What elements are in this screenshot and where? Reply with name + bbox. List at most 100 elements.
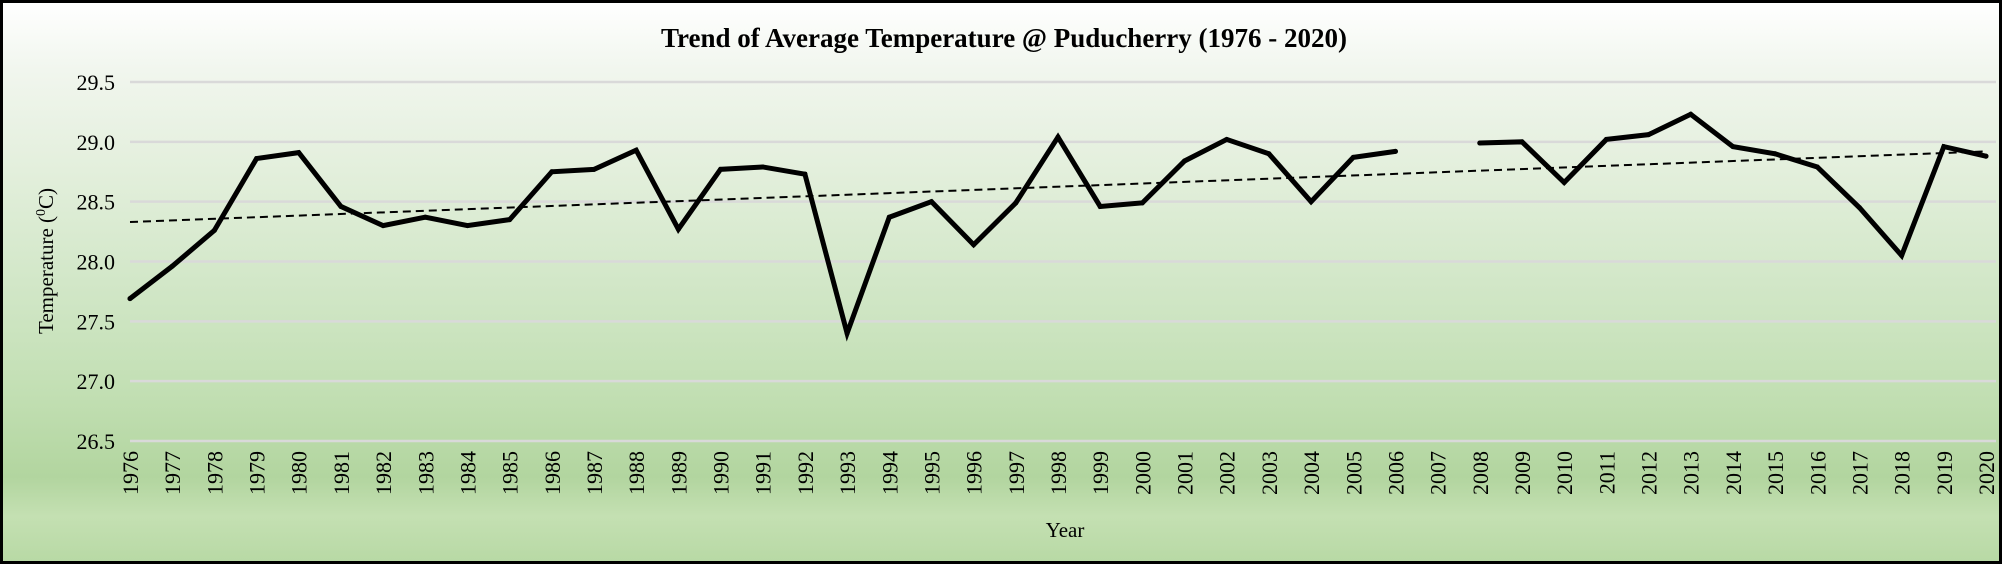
data-point <box>1688 111 1694 117</box>
data-point <box>1224 136 1230 142</box>
x-tick-label: 2010 <box>1552 451 1577 495</box>
data-point <box>1308 199 1314 205</box>
data-point <box>1814 164 1820 170</box>
x-tick-label: 1993 <box>835 451 860 495</box>
data-point <box>1139 200 1145 206</box>
x-tick-label: 2016 <box>1805 451 1830 495</box>
x-tick-label: 2020 <box>1974 451 1999 495</box>
x-tick-label: 1981 <box>329 451 354 495</box>
x-tick-label: 1996 <box>962 451 987 495</box>
x-tick-label: 2006 <box>1383 451 1408 495</box>
x-tick-label: 1997 <box>1004 451 1029 495</box>
data-point <box>1182 158 1188 164</box>
x-tick-label: 1999 <box>1088 451 1113 495</box>
data-point <box>1856 205 1862 211</box>
data-point <box>675 226 681 232</box>
x-tick-label: 1994 <box>877 451 902 495</box>
data-point <box>1519 139 1525 145</box>
y-axis-label-suffix: C) <box>34 188 58 209</box>
data-point <box>1055 134 1061 140</box>
x-tick-label: 2008 <box>1468 451 1493 495</box>
x-tick-label: 2014 <box>1721 451 1746 495</box>
y-axis-ticks: 26.5 27.0 27.5 28.0 28.5 29.0 29.5 <box>77 70 116 454</box>
chart-title: Trend of Average Temperature @ Puducherr… <box>661 23 1347 53</box>
x-tick-label: 2001 <box>1173 451 1198 495</box>
x-tick-label: 1984 <box>455 451 480 495</box>
series-group <box>127 111 1989 342</box>
x-tick-label: 1978 <box>202 451 227 495</box>
data-point <box>718 166 724 172</box>
data-point <box>1561 180 1567 186</box>
data-point <box>296 150 302 156</box>
x-tick-label: 1995 <box>919 451 944 495</box>
x-axis-ticks: 1976 1977 1978 1979 1980 1981 1982 1983 1984 1985… <box>118 451 1999 495</box>
data-point <box>1772 151 1778 157</box>
y-tick-label: 29.0 <box>77 130 116 155</box>
x-tick-label: 2015 <box>1763 451 1788 495</box>
data-point <box>928 199 934 205</box>
data-point <box>169 263 175 269</box>
x-tick-label: 2002 <box>1215 451 1240 495</box>
data-point <box>1266 151 1272 157</box>
x-tick-label: 2012 <box>1637 451 1662 495</box>
y-axis-label-superscript: 0 <box>34 209 49 216</box>
y-tick-label: 29.5 <box>77 70 116 95</box>
data-point <box>254 156 260 162</box>
y-tick-label: 27.0 <box>77 369 116 394</box>
x-tick-label: 2017 <box>1847 451 1872 495</box>
y-tick-label: 28.0 <box>77 250 116 275</box>
x-tick-label: 1985 <box>498 451 523 495</box>
x-tick-label: 2003 <box>1257 451 1282 495</box>
x-tick-label: 1992 <box>793 451 818 495</box>
x-tick-label: 1979 <box>245 451 270 495</box>
data-point <box>1350 154 1356 160</box>
data-point <box>380 223 386 229</box>
data-point <box>127 296 133 302</box>
data-point <box>591 166 597 172</box>
x-tick-label: 1982 <box>371 451 396 495</box>
data-point <box>507 217 513 223</box>
data-point <box>1013 200 1019 206</box>
data-point <box>1603 136 1609 142</box>
data-point <box>549 169 555 175</box>
x-tick-label: 2018 <box>1890 451 1915 495</box>
trendline-group <box>129 150 1987 224</box>
data-point <box>1477 140 1483 146</box>
data-point <box>211 227 217 233</box>
x-tick-label: 1983 <box>413 451 438 495</box>
x-tick-label: 1998 <box>1046 451 1071 495</box>
data-point <box>1646 132 1652 138</box>
x-tick-label: 2019 <box>1932 451 1957 495</box>
x-tick-label: 2013 <box>1679 451 1704 495</box>
data-point <box>802 171 808 177</box>
x-tick-label: 1988 <box>624 451 649 495</box>
data-point <box>464 223 470 229</box>
series-line-segment <box>1477 111 1989 261</box>
line-chart: Trend of Average Temperature @ Puducherr… <box>34 23 1999 542</box>
x-tick-label: 2011 <box>1594 451 1619 494</box>
data-point <box>1097 203 1103 209</box>
x-tick-label: 1977 <box>160 451 185 495</box>
x-tick-label: 1991 <box>751 451 776 495</box>
data-point <box>1899 253 1905 259</box>
data-point <box>886 214 892 220</box>
y-tick-label: 26.5 <box>77 429 116 454</box>
x-tick-label: 2007 <box>1426 451 1451 495</box>
x-axis-label: Year <box>1046 518 1085 542</box>
y-axis-label-prefix: Temperature ( <box>34 216 58 334</box>
x-tick-label: 1990 <box>709 451 734 495</box>
data-point <box>422 214 428 220</box>
y-tick-label: 27.5 <box>77 309 116 334</box>
data-point <box>844 330 850 336</box>
y-tick-label: 28.5 <box>77 190 116 215</box>
x-tick-label: 1980 <box>287 451 312 495</box>
y-axis-label: Temperature (0C) <box>34 188 58 334</box>
data-point <box>971 242 977 248</box>
x-tick-label: 1976 <box>118 451 143 495</box>
data-point <box>760 164 766 170</box>
x-tick-label: 1987 <box>582 451 607 495</box>
data-point <box>1941 144 1947 150</box>
data-point <box>1392 148 1398 154</box>
x-tick-label: 1986 <box>540 451 565 495</box>
